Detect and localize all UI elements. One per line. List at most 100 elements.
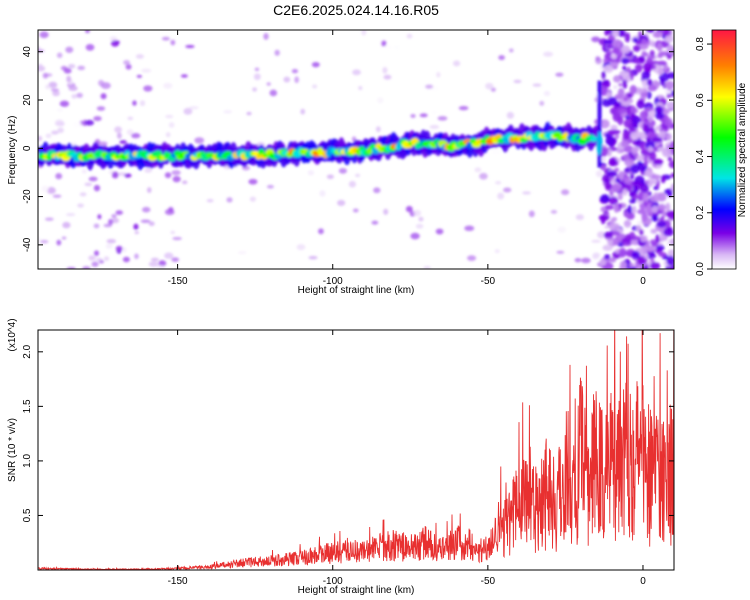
heatmap-noise-cell <box>603 58 608 64</box>
heatmap-noise-cell <box>598 259 607 267</box>
top-y-axis-label: Frequency (Hz) <box>7 116 18 185</box>
colorbar-tick-label: 0.2 <box>695 205 706 219</box>
heatmap-noise-cell <box>613 236 620 246</box>
heatmap-speckle <box>318 228 324 235</box>
heatmap-noise-cell <box>615 178 621 183</box>
y-tick-label: -20 <box>22 189 33 204</box>
heatmap-speckle <box>170 230 176 235</box>
heatmap-noise-cell <box>600 194 611 203</box>
heatmap-speckle <box>435 228 444 235</box>
heatmap-noise-cell <box>666 133 672 141</box>
heatmap-speckle <box>296 244 306 251</box>
heatmap-noise-cell <box>631 146 640 153</box>
heatmap-speckle <box>170 39 176 46</box>
heatmap-noise-cell <box>637 160 643 166</box>
heatmap-speckle <box>206 198 214 203</box>
heatmap-noise-cell <box>626 107 631 116</box>
heatmap-speckle <box>415 223 424 229</box>
heatmap-noise-cell <box>670 140 674 149</box>
heatmap-noise-cell <box>623 219 632 228</box>
heatmap-noise-cell <box>627 205 633 214</box>
heatmap-speckle <box>117 172 127 176</box>
heatmap-speckle <box>132 100 137 106</box>
heatmap-speckle <box>95 257 103 262</box>
heatmap-noise-cell <box>623 211 630 218</box>
heatmap-speckle <box>539 100 545 106</box>
heatmap-speckle <box>109 36 118 42</box>
heatmap-noise-cell <box>658 251 667 257</box>
heatmap-speckle <box>97 214 102 220</box>
heatmap-noise-cell <box>622 79 628 90</box>
heatmap-noise-cell <box>635 64 643 73</box>
heatmap-noise-cell <box>610 53 618 60</box>
heatmap-speckle <box>425 84 434 89</box>
heatmap-speckle <box>418 216 424 222</box>
heatmap-speckle <box>133 223 139 230</box>
heatmap-noise-cell <box>641 50 647 58</box>
heatmap-speckle <box>375 126 381 133</box>
heatmap-speckle <box>122 256 130 263</box>
heatmap-noise-cell <box>625 115 631 120</box>
heatmap-speckle <box>311 62 320 68</box>
heatmap-speckle <box>134 253 139 260</box>
heatmap-speckle <box>382 67 388 74</box>
heatmap-speckle <box>103 256 110 262</box>
heatmap-speckle <box>105 243 113 249</box>
heatmap-noise-cell <box>602 244 613 251</box>
heatmap-speckle <box>164 172 172 179</box>
heatmap-noise-cell <box>657 42 663 52</box>
heatmap-noise-cell <box>599 119 610 129</box>
heatmap-speckle <box>45 84 51 90</box>
heatmap-speckle <box>361 30 367 36</box>
heatmap-speckle <box>246 111 252 116</box>
heatmap-speckle <box>139 100 146 107</box>
heatmap-speckle <box>148 221 155 226</box>
heatmap-vertical-core <box>596 131 603 156</box>
x-tick-label: 0 <box>640 276 646 287</box>
heatmap-speckle <box>491 148 501 156</box>
heatmap-noise-cell <box>604 182 613 189</box>
heatmap-noise-cell <box>607 96 617 106</box>
heatmap-speckle <box>185 44 195 49</box>
heatmap-noise-cell <box>645 140 656 150</box>
heatmap-speckle <box>143 85 153 92</box>
heatmap-speckle <box>111 217 120 224</box>
bottom-y-ticks: 0.5 1.0 1.5 2.0 <box>22 344 674 522</box>
heatmap-noise-cell <box>642 192 649 202</box>
heatmap-noise-cell <box>620 140 630 148</box>
heatmap-speckle <box>358 85 363 91</box>
heatmap-speckle <box>618 83 623 87</box>
heatmap-speckle <box>81 169 87 174</box>
x-tick-label: -100 <box>323 276 343 287</box>
heatmap-speckle <box>237 251 247 255</box>
heatmap-noise-cell <box>661 108 670 115</box>
heatmap-speckle <box>106 238 117 244</box>
heatmap-noise-cell <box>667 156 673 162</box>
heatmap-speckle <box>93 116 102 122</box>
heatmap-speckle <box>100 82 111 90</box>
heatmap-noise-cell <box>646 245 656 252</box>
heatmap-speckle <box>560 189 570 196</box>
heatmap-layer <box>38 30 674 269</box>
heatmap-noise-cell <box>651 136 663 143</box>
heatmap-speckle <box>48 81 58 89</box>
heatmap-speckle <box>371 220 379 225</box>
heatmap-noise-cell <box>665 210 674 218</box>
x-tick-label: -50 <box>481 276 496 287</box>
heatmap-noise-cell <box>662 210 667 218</box>
heatmap-speckle <box>93 223 100 229</box>
heatmap-speckle <box>494 249 500 254</box>
heatmap-noise-cell <box>637 155 644 161</box>
heatmap-speckle <box>108 218 114 225</box>
heatmap-noise-cell <box>670 183 674 193</box>
heatmap-speckle <box>136 74 143 78</box>
heatmap-speckle <box>266 82 271 86</box>
heatmap-speckle <box>405 205 413 213</box>
heatmap-speckle <box>57 127 64 134</box>
heatmap-speckle <box>66 213 76 217</box>
top-x-axis-label: Height of straight line (km) <box>298 285 415 296</box>
heatmap-noise-cell <box>660 175 666 184</box>
heatmap-noise-cell <box>666 102 674 109</box>
heatmap-speckle <box>140 219 151 223</box>
heatmap-speckle <box>269 89 278 97</box>
